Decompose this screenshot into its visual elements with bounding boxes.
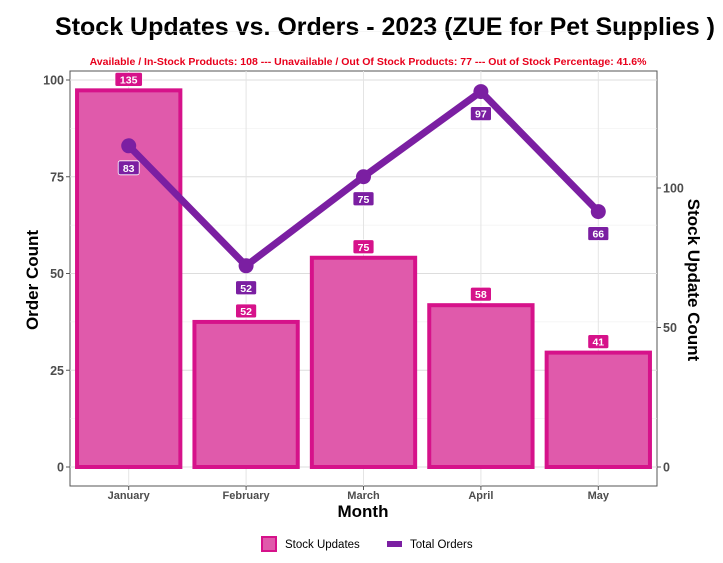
x-tick-label: February [223,490,271,502]
y-tick-label: 0 [57,461,64,475]
line-label-march-box [352,191,375,207]
x-tick-label: January [108,490,151,502]
bar-april [427,303,535,469]
line-series [121,84,606,274]
data-labels: 135 52 75 58 41 83 52 75 97 66 [114,71,610,350]
y2-tick-label: 100 [663,182,684,196]
line-label-january-box [117,160,140,176]
line-label-may: 66 [592,229,604,241]
axes: 0 25 50 75 100 0 50 100 January February March Apri… [43,74,684,503]
bar-label-march-box [352,239,375,255]
total-orders-point-february [238,258,254,274]
chart-title: Stock Updates vs. Orders - 2023 (ZUE for… [55,13,715,41]
legend-swatch-total-orders [387,541,402,547]
bar-label-january: 135 [120,74,138,86]
bar-may [544,350,652,469]
y-tick-label: 100 [43,74,64,88]
y-axis-title: Order Count [23,230,42,330]
bar-label-april-box [469,286,492,302]
bar-label-february: 52 [240,306,252,318]
x-axis-title: Month [338,502,389,521]
bar-label-february-box [235,303,258,319]
total-orders-point-march [356,169,371,185]
legend-label-stock-updates: Stock Updates [285,539,360,551]
line-label-april: 97 [475,109,487,121]
line-label-may-box [587,226,610,241]
legend-swatch-stock-updates [261,536,277,552]
total-orders-point-may [590,204,606,220]
x-tick-label: March [347,490,380,502]
bar-label-march: 75 [358,242,370,254]
bar-march [309,255,418,469]
y2-axis-title: Stock Update Count [684,199,703,362]
legend: Stock Updates Total Orders [261,536,473,552]
total-orders-point-april [473,84,489,100]
bar-label-april: 58 [475,289,487,301]
y-tick-label: 50 [50,267,64,281]
chart-subtitle: Available / In-Stock Products: 108 --- U… [90,56,647,68]
line-label-april-box [469,106,492,122]
bars [75,88,652,470]
y-tick-label: 75 [50,170,64,184]
total-orders-point-january [121,138,137,154]
bar-february [192,319,300,470]
line-label-february: 52 [240,283,252,295]
y2-tick-label: 0 [663,461,670,475]
legend-label-total-orders: Total Orders [410,539,473,551]
line-label-march: 75 [358,194,370,206]
bar-label-january-box [114,71,143,87]
y-tick-label: 25 [50,364,64,378]
line-label-january: 83 [123,163,135,175]
x-tick-label: May [588,490,610,502]
line-label-february-box [235,280,258,296]
y2-tick-label: 50 [663,321,677,335]
bar-label-may: 41 [592,337,604,349]
x-tick-label: April [468,490,493,502]
bar-label-may-box [587,334,610,350]
